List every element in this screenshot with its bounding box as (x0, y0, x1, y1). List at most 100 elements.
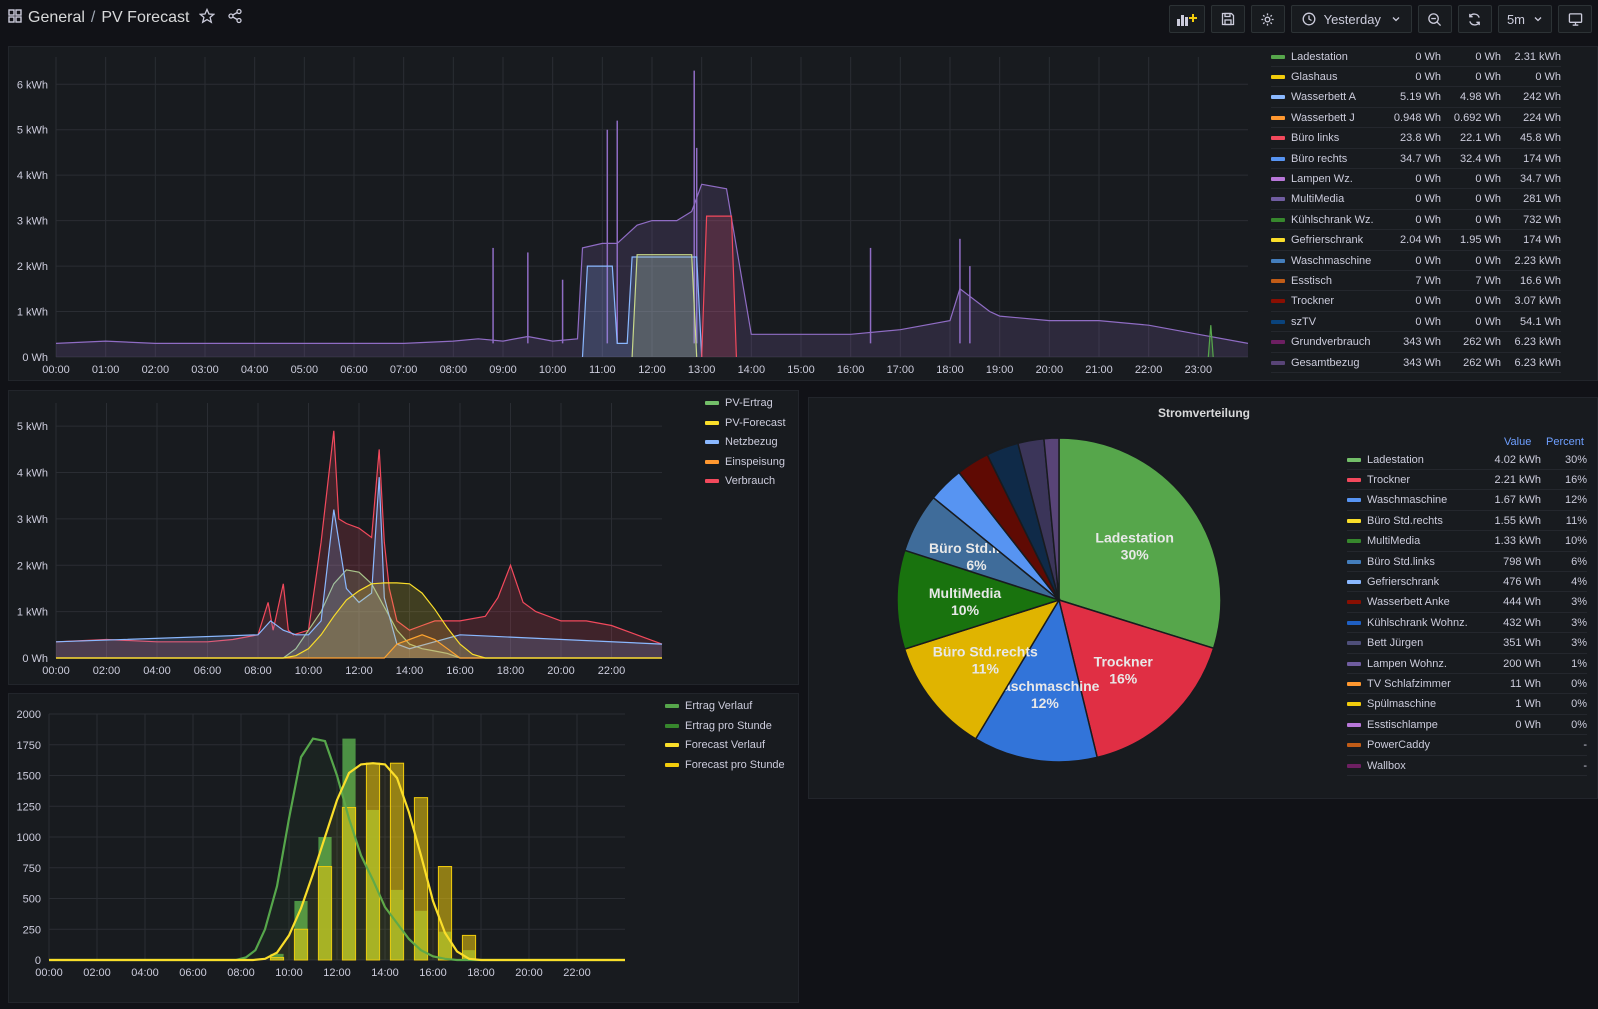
refresh-button[interactable] (1457, 5, 1492, 33)
pie-legend-row[interactable]: Spülmaschine 1 Wh 0% (1347, 695, 1587, 715)
pie-table-value-header[interactable]: Value (1504, 436, 1532, 448)
add-panel-button[interactable] (1168, 5, 1205, 33)
pie-legend-percent: 16% (1564, 473, 1587, 486)
legend-item[interactable]: Forecast Verlauf (665, 739, 765, 751)
legend-item[interactable]: Forecast pro Stunde (665, 759, 785, 771)
legend-item[interactable]: Netzbezug (705, 436, 778, 448)
pie-legend-row[interactable]: MultiMedia 1.33 kWh 10% (1347, 532, 1587, 552)
pie-legend-row[interactable]: Wasserbett Anke 444 Wh 3% (1347, 593, 1587, 613)
series-line[interactable] (701, 215, 737, 358)
pie-slice[interactable] (974, 598, 1099, 763)
legend-item[interactable]: Ertrag pro Stunde (665, 720, 772, 732)
pie-legend-row[interactable]: Büro Std.links 798 Wh 6% (1347, 552, 1587, 572)
series-line[interactable] (1207, 325, 1214, 358)
legend-item[interactable]: Einspeisung (705, 456, 785, 468)
share-icon[interactable] (227, 8, 243, 29)
pie-slice[interactable] (1057, 598, 1215, 759)
series-line[interactable] (56, 634, 662, 659)
series-area (56, 569, 662, 658)
legend-row[interactable]: Glashaus 0 Wh 0 Wh 0 Wh (1271, 67, 1561, 88)
legend-swatch (1271, 319, 1285, 324)
pie-legend-percent: 6% (1571, 555, 1587, 568)
legend-value: 0 Wh (1415, 315, 1441, 328)
pie-legend-name: Kühlschrank Wohnz. (1347, 617, 1481, 629)
save-button[interactable] (1210, 5, 1245, 33)
pie-legend-row[interactable]: Wallbox - (1347, 756, 1587, 776)
pie-legend-row[interactable]: Ladestation 4.02 kWh 30% (1347, 450, 1587, 470)
pie-legend-row[interactable]: Bett Jürgen 351 Wh 3% (1347, 634, 1587, 654)
pie-legend-row[interactable]: Kühlschrank Wohnz. 432 Wh 3% (1347, 613, 1587, 634)
pv-chart[interactable]: 0 Wh 1 kWh 2 kWh 3 kWh 4 kWh 5 kWh 00:00 02:00 0… (9, 391, 689, 684)
pie-legend-row[interactable]: PowerCaddy - (1347, 736, 1587, 756)
legend-row[interactable]: Wasserbett A 5.19 Wh 4.98 Wh 242 Wh (1271, 88, 1561, 108)
pie-legend-row[interactable]: Esstischlampe 0 Wh 0% (1347, 715, 1587, 736)
dashboard-title[interactable]: PV Forecast (101, 9, 190, 26)
series-line[interactable] (55, 183, 1249, 344)
legend-value: 34.7 Wh (1400, 152, 1441, 165)
legend-row[interactable]: Büro rechts 34.7 Wh 32.4 Wh 174 Wh (1271, 149, 1561, 169)
pie-legend-value: 351 Wh (1503, 637, 1541, 650)
pie-table-percent-header[interactable]: Percent (1546, 436, 1584, 448)
pie-slice[interactable] (1058, 437, 1222, 650)
pie-slice[interactable] (1043, 437, 1060, 601)
pie-slice[interactable] (903, 598, 1061, 740)
x-tick-label: 20:00 (515, 967, 543, 979)
zoom-out-button[interactable] (1417, 5, 1452, 33)
pie-legend-row[interactable]: TV Schlafzimmer 11 Wh 0% (1347, 674, 1587, 695)
legend-row[interactable]: Trockner 0 Wh 0 Wh 3.07 kWh (1271, 292, 1561, 312)
y-tick-label: 2 kWh (17, 261, 48, 273)
series-line[interactable] (49, 737, 625, 962)
x-tick-label: 16:00 (419, 967, 447, 979)
legend-value: 1.95 Wh (1460, 234, 1501, 247)
legend-row[interactable]: MultiMedia 0 Wh 0 Wh 281 Wh (1271, 190, 1561, 210)
pie-legend-row[interactable]: Lampen Wohnz. 200 Wh 1% (1347, 654, 1587, 674)
legend-value: 5.19 Wh (1400, 91, 1441, 104)
refresh-interval-label: 5m (1506, 11, 1525, 27)
consumption-chart[interactable]: 0 Wh 1 kWh 2 kWh 3 kWh 4 kWh 5 kWh 6 kWh 00:00 0… (9, 47, 1269, 380)
apps-icon[interactable] (8, 8, 22, 28)
legend-row[interactable]: Büro links 23.8 Wh 22.1 Wh 45.8 Wh (1271, 129, 1561, 149)
consumption-panel: 0 Wh 1 kWh 2 kWh 3 kWh 4 kWh 5 kWh 6 kWh 00:00 0… (8, 46, 1598, 381)
time-picker[interactable]: Yesterday (1290, 5, 1412, 33)
series-line[interactable] (631, 254, 698, 358)
legend-row[interactable]: Waschmaschine 0 Wh 0 Wh 2.23 kWh (1271, 251, 1561, 271)
legend-row[interactable]: Wasserbett J 0.948 Wh 0.692 Wh 224 Wh (1271, 108, 1561, 129)
series-line[interactable] (55, 477, 663, 650)
legend-value: 0 Wh (1415, 193, 1441, 206)
legend-series-name: Ladestation (1271, 51, 1383, 63)
pie-legend-row[interactable]: Waschmaschine 1.67 kWh 12% (1347, 491, 1587, 511)
series-line[interactable] (56, 582, 662, 659)
pie-legend-value: 1 Wh (1515, 698, 1541, 711)
series-line[interactable] (55, 430, 663, 645)
legend-item[interactable]: Ertrag Verlauf (665, 700, 752, 712)
legend-row[interactable]: Grundverbrauch 343 Wh 262 Wh 6.23 kWh (1271, 333, 1561, 353)
pie-legend-row[interactable]: Trockner 2.21 kWh 16% (1347, 470, 1587, 491)
legend-item[interactable]: PV-Ertrag (705, 397, 773, 409)
legend-row[interactable]: Gefrierschrank 2.04 Wh 1.95 Wh 174 Wh (1271, 231, 1561, 251)
legend-row[interactable]: Ladestation 0 Wh 0 Wh 2.31 kWh (1271, 47, 1561, 67)
folder-link[interactable]: General (28, 9, 85, 26)
legend-item[interactable]: Verbrauch (705, 475, 775, 487)
legend-value: 0.948 Wh (1393, 111, 1441, 124)
legend-item[interactable]: PV-Forecast (705, 417, 786, 429)
legend-row[interactable]: Kühlschrank Wz. 0 Wh 0 Wh 732 Wh (1271, 210, 1561, 231)
series-line[interactable] (581, 256, 703, 358)
legend-row[interactable]: Gesamtbezug 343 Wh 262 Wh 6.23 kWh (1271, 353, 1561, 373)
star-icon[interactable] (198, 7, 216, 29)
forecast-chart[interactable]: 0 250 500 750 1000 1250 1500 1750 2000 00:00 02:00… (9, 694, 649, 1002)
pie-legend-row[interactable]: Gefrierschrank 476 Wh 4% (1347, 572, 1587, 593)
pie-legend-value: 4.02 kWh (1494, 453, 1541, 466)
legend-value: 3.07 kWh (1514, 295, 1561, 308)
settings-button[interactable] (1250, 5, 1285, 33)
pie-legend-row[interactable]: Büro Std.rechts 1.55 kWh 11% (1347, 511, 1587, 532)
legend-row[interactable]: Lampen Wz. 0 Wh 0 Wh 34.7 Wh (1271, 169, 1561, 190)
zoom-out-icon (1428, 12, 1442, 26)
legend-row[interactable]: szTV 0 Wh 0 Wh 54.1 Wh (1271, 312, 1561, 333)
tv-mode-button[interactable] (1558, 5, 1592, 33)
series-line[interactable] (49, 762, 625, 962)
legend-row[interactable]: Esstisch 7 Wh 7 Wh 16.6 Wh (1271, 271, 1561, 292)
refresh-interval-picker[interactable]: 5m (1497, 5, 1552, 33)
legend-swatch (1347, 539, 1361, 544)
pie-slice[interactable] (896, 549, 1062, 651)
